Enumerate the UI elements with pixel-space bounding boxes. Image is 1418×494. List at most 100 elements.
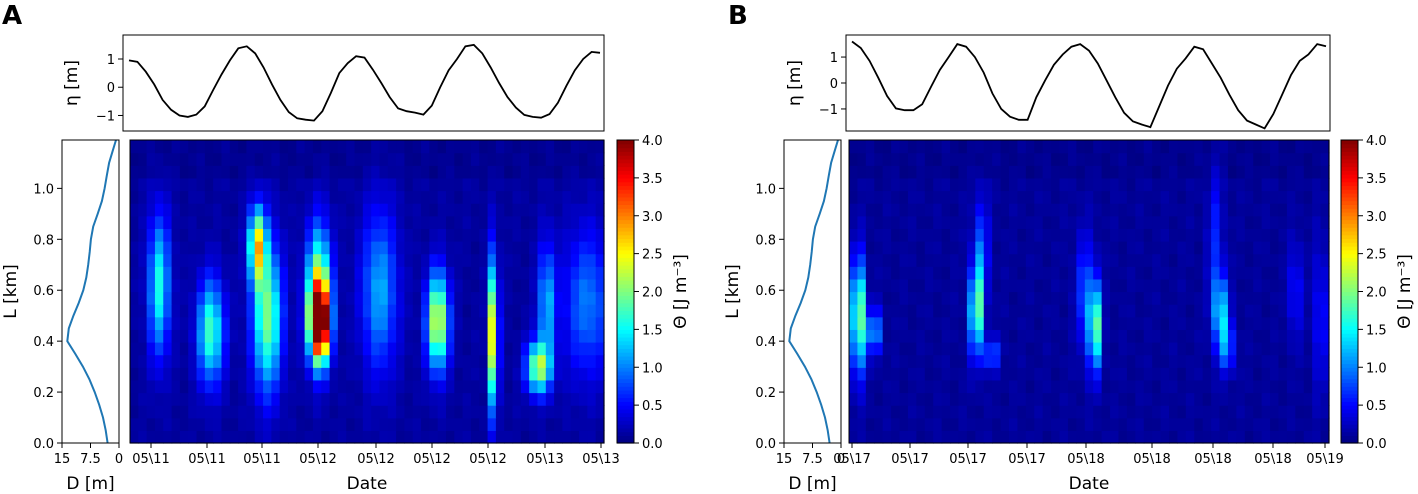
heatmap-cell	[138, 165, 148, 179]
heatmap-cell	[238, 329, 248, 343]
heatmap-cell	[1312, 342, 1322, 356]
heatmap-cell	[1101, 165, 1111, 179]
heatmap-cell	[346, 430, 356, 444]
heatmap-cell	[933, 165, 943, 179]
heatmap-cell	[1110, 190, 1120, 204]
heatmap-cell	[263, 177, 272, 192]
heatmap-cell	[975, 342, 985, 356]
colorbar-tick-label: 2.0	[642, 286, 663, 301]
heatmap-cell	[1025, 392, 1035, 406]
heatmap-cell	[1034, 177, 1044, 192]
heatmap-cell	[587, 253, 597, 267]
heatmap-cell	[154, 215, 164, 229]
heatmap-cell	[479, 266, 489, 280]
heatmap-cell	[933, 203, 943, 217]
heatmap-cell	[304, 430, 314, 444]
heatmap-cell	[1270, 392, 1280, 406]
heatmap-cell	[554, 316, 564, 330]
heatmap-cell	[958, 367, 968, 381]
heatmap-cell	[1143, 177, 1153, 192]
heatmap-cell	[421, 342, 430, 356]
heatmap-cell	[204, 215, 214, 229]
heatmap-cell	[570, 253, 580, 267]
heatmap-cell	[1101, 430, 1111, 444]
heatmap-cell	[146, 152, 156, 166]
heatmap-cell	[479, 215, 489, 229]
heatmap-cell	[263, 203, 272, 217]
heatmap-cell	[321, 190, 331, 204]
heatmap-cell	[1009, 177, 1019, 192]
heatmap-cell	[138, 215, 148, 229]
heatmap-cell	[1135, 379, 1145, 394]
heatmap-cell	[882, 140, 892, 154]
heatmap-cell	[992, 190, 1002, 204]
heatmap-cell	[950, 392, 960, 406]
heatmap-cell	[171, 417, 181, 431]
heatmap-cell	[404, 392, 414, 406]
heatmap-cell	[404, 354, 414, 368]
heatmap-cell	[1025, 241, 1035, 255]
heatmap-cell	[213, 430, 223, 444]
heatmap-cell	[1160, 266, 1170, 280]
heatmap-cell	[882, 405, 892, 419]
heatmap-cell	[171, 329, 181, 343]
heatmap-cell	[404, 367, 414, 381]
colorbar-segment	[1341, 140, 1358, 145]
heatmap-cell	[1286, 354, 1296, 368]
heatmap-cell	[1211, 304, 1221, 318]
heatmap-cell	[595, 152, 605, 166]
heatmap-cell	[362, 329, 372, 343]
heatmap-cell	[874, 228, 884, 242]
heatmap-cell	[1076, 342, 1086, 356]
heatmap-cell	[1202, 190, 1212, 204]
depth-xtick-label: 7.5	[802, 452, 823, 467]
heatmap-cell	[1051, 140, 1061, 154]
heatmap-cell	[907, 316, 917, 330]
heatmap-cell	[924, 430, 934, 444]
heatmap-cell	[412, 379, 422, 394]
heatmap-cell	[1270, 291, 1280, 305]
heatmap-cell	[907, 379, 917, 394]
heatmap-cell	[229, 354, 239, 368]
heatmap-cell	[554, 354, 564, 368]
heatmap-cell	[1126, 430, 1136, 444]
heatmap-cell	[470, 215, 480, 229]
heatmap-cell	[874, 278, 884, 293]
heatmap-cell	[1143, 253, 1153, 267]
colorbar-segment	[617, 249, 634, 255]
heatmap-cell	[1253, 266, 1263, 280]
heatmap-cell	[196, 329, 206, 343]
heatmap-cell	[329, 152, 339, 166]
heatmap-cell	[487, 215, 497, 229]
heatmap-cell	[362, 392, 372, 406]
heatmap-cell	[992, 405, 1002, 419]
heatmap-cell	[1126, 278, 1136, 293]
heatmap-cell	[1000, 266, 1010, 280]
heatmap-cell	[296, 304, 306, 318]
heatmap-cell	[562, 177, 572, 192]
heatmap-cell	[992, 291, 1002, 305]
heatmap-cell	[1211, 354, 1221, 368]
heatmap-cell	[346, 253, 356, 267]
heatmap-cell	[1320, 266, 1330, 280]
heatmap-cell	[1194, 304, 1204, 318]
heatmap-cell	[204, 417, 214, 431]
heatmap-cell	[975, 304, 985, 318]
heatmap-cell	[421, 228, 430, 242]
heatmap-cell	[221, 417, 231, 431]
heatmap-cell	[1076, 203, 1086, 217]
heatmap-cell	[1211, 140, 1221, 154]
date-tick-label: 05\18	[1254, 452, 1291, 467]
heatmap-cell	[412, 152, 422, 166]
heatmap-cell	[1253, 304, 1263, 318]
heatmap-cell	[529, 266, 539, 280]
heatmap-cell	[387, 316, 397, 330]
heatmap-cell	[562, 152, 572, 166]
heatmap-cell	[312, 392, 322, 406]
heatmap-cell	[179, 354, 189, 368]
heatmap-cell	[1295, 140, 1305, 154]
heatmap-cell	[849, 405, 859, 419]
heatmap-cell	[907, 241, 917, 255]
heatmap-cell	[1042, 405, 1052, 419]
heatmap-cell	[958, 342, 968, 356]
